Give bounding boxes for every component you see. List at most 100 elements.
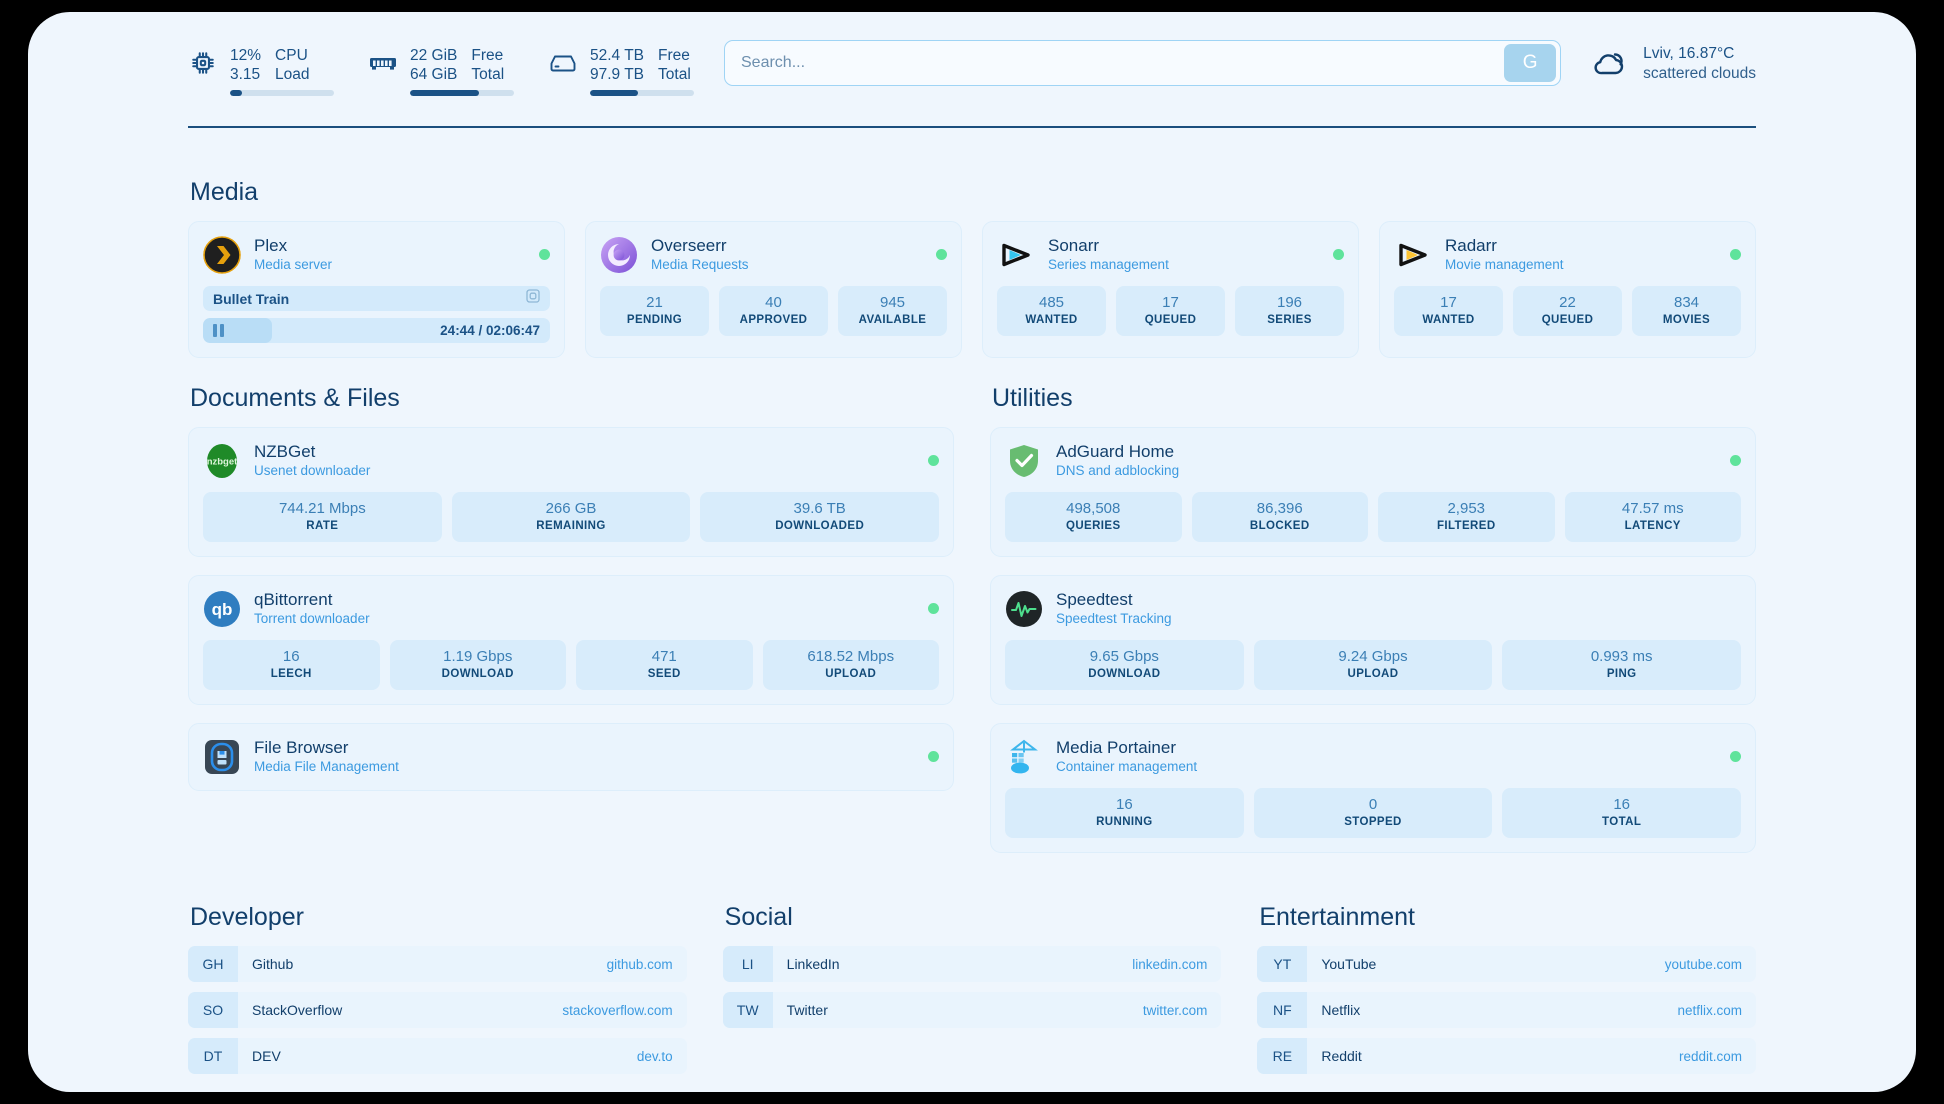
stat-tile-value: 17 xyxy=(1440,294,1457,311)
bookmark-badge: NF xyxy=(1257,992,1308,1028)
cast-icon[interactable] xyxy=(526,289,540,308)
service-card-speedtest[interactable]: Speedtest Speedtest Tracking 9.65 Gbps DOWN… xyxy=(990,575,1756,705)
bookmark-url: reddit.com xyxy=(1678,1048,1742,1064)
service-name: Media Portainer xyxy=(1056,738,1177,757)
bookmark-badge: RE xyxy=(1257,1038,1308,1074)
stat-tile[interactable]: 47.57 ms LATENCY xyxy=(1564,492,1741,542)
stat-tile-value: 618.52 Mbps xyxy=(807,648,895,665)
weather-desc: scattered clouds xyxy=(1643,65,1756,82)
stat-tile[interactable]: 21 PENDING xyxy=(600,286,709,336)
stat-tile[interactable]: 618.52 Mbps UPLOAD xyxy=(762,640,939,690)
stat-tile[interactable]: 744.21 Mbps RATE xyxy=(203,492,442,542)
stat-tile-label: UPLOAD xyxy=(1347,668,1399,680)
bookmark-item[interactable]: NF Netflix netflix.com xyxy=(1257,992,1756,1028)
stat-tile[interactable]: 39.6 TB DOWNLOADED xyxy=(700,492,940,542)
bookmark-item[interactable]: LI LinkedIn linkedin.com xyxy=(722,946,1222,982)
disk-icon xyxy=(548,46,578,80)
stat-tile[interactable]: 498,508 QUERIES xyxy=(1005,492,1182,542)
stat-tile[interactable]: 16 TOTAL xyxy=(1502,788,1742,838)
bookmark-item[interactable]: SO StackOverflow stackoverflow.com xyxy=(188,992,687,1028)
stat-tile[interactable]: 0.993 ms PING xyxy=(1502,640,1742,690)
stat-tile[interactable]: 471 SEED xyxy=(576,640,753,690)
cloud-icon xyxy=(1591,47,1629,82)
bookmark-list: YT YouTube youtube.com NF Netflix netflix.com… xyxy=(1257,946,1756,1074)
bookmark-item[interactable]: GH Github github.com xyxy=(188,946,687,982)
portainer-logo xyxy=(1005,738,1043,776)
bookmark-item[interactable]: RE Reddit reddit.com xyxy=(1257,1038,1756,1074)
stat-tile[interactable]: 86,396 BLOCKED xyxy=(1191,492,1368,542)
status-indicator-online xyxy=(1333,249,1344,260)
service-card-sonarr[interactable]: Sonarr Series management 485 WANTED 17 QUEUED… xyxy=(982,221,1359,358)
service-description: DNS and adblocking xyxy=(1056,463,1180,478)
service-card-radarr[interactable]: Radarr Movie management 17 WANTED 22 QUEUED 83… xyxy=(1379,221,1756,358)
bookmark-badge: YT xyxy=(1257,946,1308,982)
stat-value-secondary: 3.15 xyxy=(230,66,261,83)
service-card-media-portainer[interactable]: Media Portainer Container management 16 RUN… xyxy=(990,723,1756,853)
service-stat-tiles: 16 LEECH 1.19 Gbps DOWNLOAD 471 SEED 618.52 Mb… xyxy=(203,640,939,690)
stat-tile-value: 9.24 Gbps xyxy=(1338,648,1408,665)
stat-tile[interactable]: 9.24 Gbps UPLOAD xyxy=(1253,640,1493,690)
stat-tile-label: DOWNLOADED xyxy=(775,520,865,532)
service-description: Usenet downloader xyxy=(254,463,371,478)
stat-tile[interactable]: 834 MOVIES xyxy=(1632,286,1741,336)
stat-tile-label: RATE xyxy=(306,520,339,532)
dashboard-page: 12% 3.15 CPU Load 22 GiB 64 GiB Free Total 52.4 … xyxy=(28,12,1916,1092)
status-indicator-online xyxy=(539,249,550,260)
service-card-qbittorrent[interactable]: qb qBittorrent Torrent downloader 16 LEECH 1.… xyxy=(188,575,954,705)
stat-tile-value: 196 xyxy=(1276,294,1303,311)
stat-tile-value: 21 xyxy=(646,294,663,311)
bookmark-item[interactable]: YT YouTube youtube.com xyxy=(1257,946,1756,982)
now-playing-title-bar[interactable]: Bullet Train xyxy=(203,286,550,311)
stat-tile[interactable]: 0 STOPPED xyxy=(1253,788,1493,838)
stat-tile-label: SERIES xyxy=(1267,314,1312,326)
stat-tile[interactable]: 196 SERIES xyxy=(1235,286,1344,336)
search-input[interactable] xyxy=(725,41,1505,85)
stat-progress-bar xyxy=(230,90,334,96)
service-stat-tiles: 17 WANTED 22 QUEUED 834 MOVIES xyxy=(1394,286,1741,336)
stat-tile[interactable]: 16 RUNNING xyxy=(1005,788,1244,838)
stat-label-primary: Free xyxy=(658,47,690,64)
stat-tile[interactable]: 9.65 Gbps DOWNLOAD xyxy=(1005,640,1244,690)
bookmark-url: twitter.com xyxy=(1142,1002,1208,1018)
stat-tile-value: 834 xyxy=(1673,294,1700,311)
stat-tile-label: QUEUED xyxy=(1144,314,1197,326)
header: 12% 3.15 CPU Load 22 GiB 64 GiB Free Total 52.4 … xyxy=(28,12,1916,108)
service-card-nzbget[interactable]: nzbget NZBGet Usenet downloader 744.21 Mbps… xyxy=(188,427,954,557)
stat-tile-value: 40 xyxy=(765,294,782,311)
bookmark-url: github.com xyxy=(606,956,673,972)
bookmark-item[interactable]: DT DEV dev.to xyxy=(188,1038,687,1074)
adguard-logo xyxy=(1005,442,1043,480)
stat-tile[interactable]: 485 WANTED xyxy=(997,286,1106,336)
pause-icon[interactable] xyxy=(213,324,224,337)
stat-tile-label: STOPPED xyxy=(1344,816,1402,828)
stat-tile[interactable]: 40 APPROVED xyxy=(719,286,828,336)
bookmark-name: YouTube xyxy=(1321,956,1377,972)
weather-temp: Lviv, 16.87°C xyxy=(1643,45,1735,62)
bookmark-name: Twitter xyxy=(786,1002,828,1018)
stat-tile[interactable]: 17 QUEUED xyxy=(1116,286,1225,336)
stat-tile[interactable]: 17 WANTED xyxy=(1394,286,1503,336)
service-card-overseerr[interactable]: Overseerr Media Requests 21 PENDING 40 APPROV… xyxy=(585,221,962,358)
bookmark-group-entertainment: Entertainment YT YouTube youtube.com NF Netfl… xyxy=(1257,903,1756,1074)
stat-tile-label: DOWNLOAD xyxy=(1088,668,1161,680)
stat-tile[interactable]: 945 AVAILABLE xyxy=(838,286,947,336)
service-card-plex[interactable]: Plex Media server Bullet Train 24:44 / 02:0… xyxy=(188,221,565,358)
google-search-button[interactable]: G xyxy=(1504,44,1557,82)
stat-tile-value: 9.65 Gbps xyxy=(1089,648,1159,665)
stat-tile[interactable]: 16 LEECH xyxy=(203,640,380,690)
stat-tile[interactable]: 266 GB REMAINING xyxy=(451,492,691,542)
service-description: Series management xyxy=(1048,257,1169,272)
service-card-file-browser[interactable]: File Browser Media File Management xyxy=(188,723,954,791)
utilities-section-title: Utilities xyxy=(992,384,1073,412)
service-card-adguard-home[interactable]: AdGuard Home DNS and adblocking 498,508 QUE… xyxy=(990,427,1756,557)
bookmark-group-title: Developer xyxy=(190,903,304,931)
stat-tile[interactable]: 2,953 FILTERED xyxy=(1378,492,1555,542)
stat-tile[interactable]: 22 QUEUED xyxy=(1513,286,1622,336)
service-description: Container management xyxy=(1056,759,1198,774)
search-bar[interactable]: G xyxy=(724,40,1562,86)
now-playing-progress[interactable]: 24:44 / 02:06:47 xyxy=(203,318,550,343)
stat-tile[interactable]: 1.19 Gbps DOWNLOAD xyxy=(389,640,566,690)
mid-sections: Documents & Files nzbget NZBGet Usenet dow… xyxy=(28,358,1916,853)
status-indicator-online xyxy=(1730,751,1741,762)
bookmark-item[interactable]: TW Twitter twitter.com xyxy=(722,992,1222,1028)
